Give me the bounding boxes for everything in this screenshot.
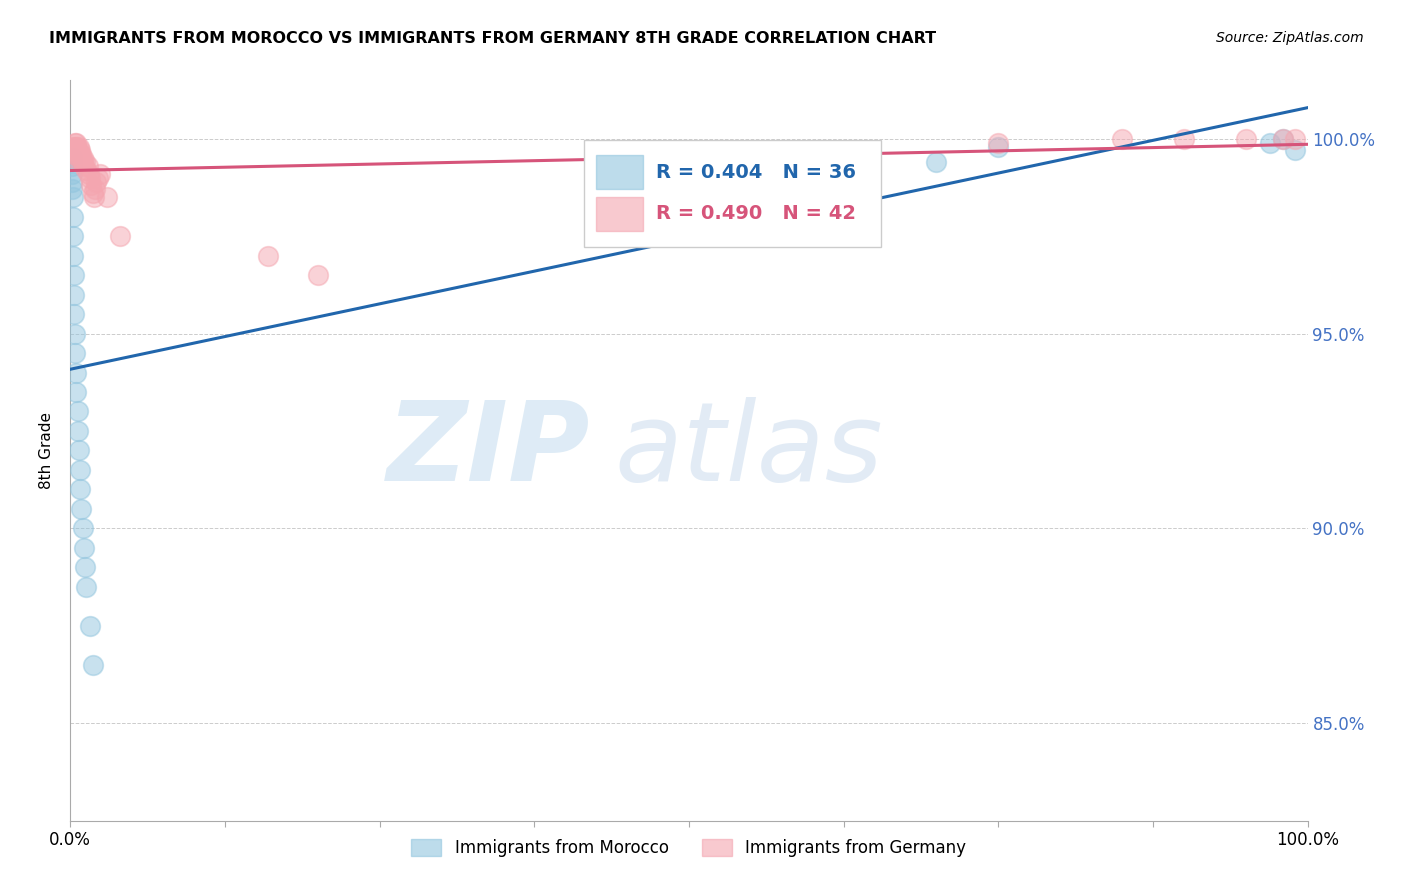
Point bbox=[62, 144, 84, 158]
Point bbox=[65, 136, 87, 150]
Point bbox=[86, 170, 108, 185]
Point bbox=[66, 144, 89, 158]
Point bbox=[66, 147, 89, 161]
Point bbox=[987, 139, 1010, 153]
Point bbox=[69, 463, 91, 477]
Text: IMMIGRANTS FROM MOROCCO VS IMMIGRANTS FROM GERMANY 8TH GRADE CORRELATION CHART: IMMIGRANTS FROM MOROCCO VS IMMIGRANTS FR… bbox=[49, 31, 936, 46]
Point bbox=[82, 186, 104, 201]
Point bbox=[69, 483, 91, 497]
Point bbox=[65, 139, 87, 153]
Point bbox=[83, 190, 105, 204]
Point bbox=[987, 136, 1010, 150]
Point bbox=[79, 170, 101, 185]
Point bbox=[84, 175, 107, 189]
Point bbox=[63, 307, 86, 321]
Point bbox=[63, 287, 86, 301]
Point bbox=[60, 182, 83, 196]
Point bbox=[96, 190, 118, 204]
Point bbox=[75, 162, 97, 177]
Point bbox=[69, 147, 91, 161]
Text: R = 0.404   N = 36: R = 0.404 N = 36 bbox=[655, 162, 855, 182]
Point bbox=[65, 136, 87, 150]
Point bbox=[75, 560, 97, 574]
Point bbox=[1173, 132, 1195, 146]
Point bbox=[73, 541, 96, 555]
Point bbox=[65, 326, 87, 341]
Point bbox=[62, 249, 84, 263]
Point bbox=[80, 178, 103, 193]
Point bbox=[66, 404, 89, 418]
Point bbox=[84, 182, 107, 196]
Point bbox=[70, 147, 93, 161]
Point bbox=[62, 229, 84, 244]
FancyBboxPatch shape bbox=[596, 155, 643, 189]
Point bbox=[62, 190, 84, 204]
Point bbox=[1284, 132, 1306, 146]
Point bbox=[77, 167, 100, 181]
Point bbox=[67, 443, 90, 458]
Point bbox=[73, 159, 96, 173]
Point bbox=[801, 151, 824, 165]
Point bbox=[65, 366, 87, 380]
Point bbox=[307, 268, 329, 282]
Point bbox=[60, 159, 83, 173]
Point bbox=[1234, 132, 1257, 146]
Point bbox=[75, 155, 97, 169]
Text: R = 0.490   N = 42: R = 0.490 N = 42 bbox=[655, 204, 855, 223]
Point bbox=[925, 155, 948, 169]
Point bbox=[1111, 132, 1133, 146]
Text: atlas: atlas bbox=[614, 397, 883, 504]
Point bbox=[1260, 136, 1282, 150]
Point bbox=[1284, 144, 1306, 158]
Point bbox=[75, 580, 97, 594]
Point bbox=[72, 151, 94, 165]
Text: Source: ZipAtlas.com: Source: ZipAtlas.com bbox=[1216, 31, 1364, 45]
Point bbox=[66, 424, 89, 438]
Point bbox=[89, 167, 111, 181]
Point bbox=[678, 147, 700, 161]
FancyBboxPatch shape bbox=[583, 139, 880, 247]
Point bbox=[60, 151, 83, 165]
Point bbox=[108, 229, 131, 244]
Point bbox=[65, 346, 87, 360]
Point bbox=[62, 210, 84, 224]
Point bbox=[67, 139, 90, 153]
Point bbox=[70, 151, 93, 165]
Point bbox=[82, 657, 104, 672]
Text: ZIP: ZIP bbox=[387, 397, 591, 504]
Point bbox=[60, 175, 83, 189]
Point bbox=[63, 147, 86, 161]
Y-axis label: 8th Grade: 8th Grade bbox=[39, 412, 55, 489]
Legend: Immigrants from Morocco, Immigrants from Germany: Immigrants from Morocco, Immigrants from… bbox=[405, 832, 973, 864]
FancyBboxPatch shape bbox=[596, 196, 643, 230]
Point bbox=[72, 521, 94, 535]
Point bbox=[72, 155, 94, 169]
Point bbox=[63, 268, 86, 282]
Point bbox=[1271, 132, 1294, 146]
Point bbox=[76, 159, 98, 173]
Point bbox=[65, 384, 87, 399]
Point bbox=[67, 151, 90, 165]
Point bbox=[69, 144, 91, 158]
Point bbox=[63, 151, 86, 165]
Point bbox=[257, 249, 280, 263]
Point bbox=[79, 619, 101, 633]
Point bbox=[65, 144, 87, 158]
Point bbox=[60, 139, 83, 153]
Point bbox=[60, 167, 83, 181]
Point bbox=[1271, 132, 1294, 146]
Point bbox=[70, 502, 93, 516]
Point bbox=[65, 139, 87, 153]
